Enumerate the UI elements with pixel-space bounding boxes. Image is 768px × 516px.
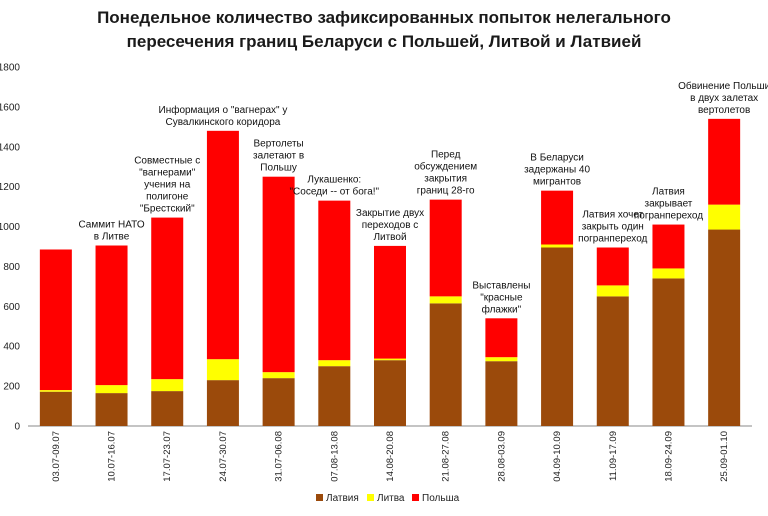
annotation: Выставлены "красные флажки" [472,280,530,315]
bar-segment [374,360,406,426]
bar-segment [429,303,462,426]
y-tick-label: 1400 [0,142,20,153]
x-tick-label: 21.08-27.08 [441,431,452,482]
y-tick-label: 1600 [0,102,20,113]
y-tick-label: 1200 [0,182,20,193]
bar-segment [95,245,128,386]
bar-segment [541,190,574,245]
x-tick-label: 28.08-03.09 [496,431,507,482]
bar-segment [206,130,239,360]
x-tick-label: 11.09-17.09 [608,431,619,481]
legend-swatch [412,494,419,501]
bar-segment [39,249,72,391]
bar-segment [541,247,574,426]
bar-segment [262,176,295,373]
legend-label: Латвия [326,493,359,504]
bars [39,118,741,426]
annotation: Вертолеты залетают в Польшу [253,139,304,174]
legend-label: Польша [422,493,460,504]
bar-segment [374,358,406,361]
annotation: Совместные с "вагнерами" учения на полигоне… [134,156,200,215]
bar-segment [151,217,184,380]
bar-segment [541,244,574,248]
x-tick-label: 31.07-06.08 [274,431,285,482]
bar-segment [151,391,184,426]
x-tick-label: 07.08-13.08 [329,431,340,482]
bar-segment [652,268,685,279]
bar-segment [39,390,72,392]
y-tick-label: 0 [14,422,20,433]
bar-segment [374,245,406,359]
bar-segment [318,360,351,367]
bar-segment [596,296,629,426]
x-tick-labels: 03.07-09.07 10.07-16.07 17.07-23.07 24.07-3… [51,431,730,482]
legend-swatch [316,494,323,501]
annotation: Информация о "вагнерах" у Сувалкинского к… [159,104,288,128]
bar-segment [708,204,741,230]
x-tick-label: 03.07-09.07 [51,431,62,482]
x-tick-label: 04.09-10.09 [552,431,563,482]
legend-swatch [367,494,374,501]
x-tick-label: 24.07-30.07 [218,431,229,482]
bar-segment [318,366,351,426]
annotation: Обвинение Польши в двух залетах вертолетов [678,80,768,116]
bar-segment [485,318,518,358]
legend-label: Литва [377,493,405,504]
annotation: Саммит НАТО в Литве [78,220,144,243]
annotation: Латвия хочет закрыть один погранпереход [578,209,647,244]
x-tick-label: 18.09-24.09 [663,431,674,482]
bar-segment [652,278,685,426]
y-tick-label: 800 [3,262,20,273]
bar-segment [95,393,128,426]
legend: Латвия Литва Польша [316,493,460,504]
y-tick-label: 1800 [0,63,20,74]
bar-segment [485,361,518,426]
bar-segment [318,200,351,361]
x-tick-label: 14.08-20.08 [385,431,396,482]
bar-segment [262,378,295,426]
bar-segment [652,224,685,269]
y-tick-label: 1000 [0,222,20,233]
annotation: Закрытие двух переходов с Литвой [356,208,424,243]
annotation: Перед обсуждением закрытия границ 28-го [414,150,477,197]
bar-segment [596,285,629,297]
bar-segment [596,247,629,286]
annotation: Латвия закрывает погранпереход [634,187,703,222]
chart-title-line-2: пересечения границ Беларуси с Польшей, Л… [127,32,642,51]
annotation: Лукашенко: "Соседи -- от бога!" [289,175,379,198]
x-tick-label: 25.09-01.10 [719,431,730,482]
y-tick-label: 400 [3,342,20,353]
bar-segment [206,380,239,426]
bar-segment [262,372,295,379]
bar-segment [485,357,518,362]
bar-segment [708,229,741,426]
annotations: Саммит НАТО в Литве Совместные с "вагнерами… [78,80,768,315]
x-tick-label: 10.07-16.07 [107,431,118,482]
chart-title-line-1: Понедельное количество зафиксированных п… [97,8,671,27]
bar-segment [429,296,462,304]
bar-segment [151,379,184,392]
bar-segment [39,391,72,426]
bar-segment [429,199,462,297]
bar-segment [95,385,128,394]
y-tick-label: 200 [3,382,20,393]
bar-segment [708,118,741,205]
annotation: В Беларуси задержаны 40 мигрантов [524,153,590,188]
y-tick-label: 600 [3,302,20,313]
bar-segment [206,359,239,381]
x-tick-label: 17.07-23.07 [162,431,173,482]
